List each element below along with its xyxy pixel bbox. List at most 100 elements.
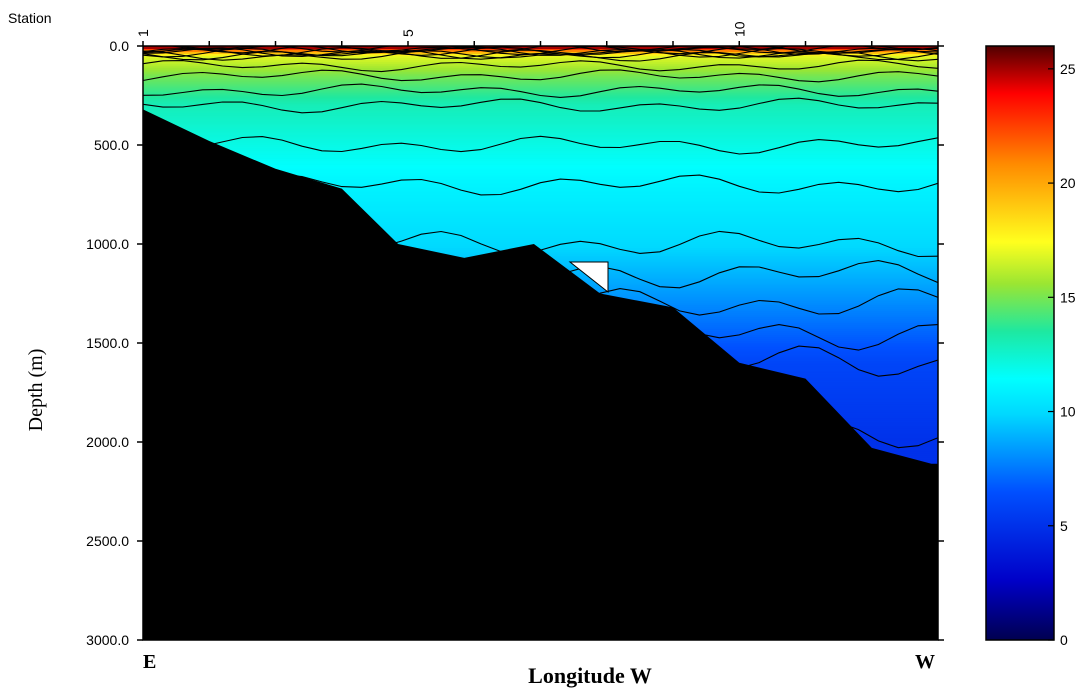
field-band bbox=[143, 83, 938, 87]
field-band bbox=[143, 192, 938, 196]
field-band bbox=[143, 93, 938, 97]
field-band bbox=[143, 65, 938, 69]
field-band bbox=[143, 220, 938, 223]
field-band bbox=[143, 184, 938, 188]
field-band bbox=[143, 224, 938, 227]
field-band bbox=[143, 131, 938, 134]
field-band bbox=[143, 236, 938, 239]
field-band bbox=[143, 168, 938, 172]
field-band bbox=[143, 218, 938, 221]
field-band bbox=[143, 103, 938, 106]
field-band bbox=[143, 174, 938, 178]
field-band bbox=[143, 47, 938, 51]
field-band bbox=[143, 123, 938, 126]
field-band bbox=[143, 222, 938, 225]
depth-axis: 0.0 500.0 1000.0 1500.0 2000.0 2500.0 3000.0 bbox=[86, 38, 944, 648]
field-band bbox=[143, 160, 938, 164]
field-band bbox=[143, 214, 938, 217]
field-band bbox=[143, 200, 938, 204]
colorbar-tick-label: 0 bbox=[1060, 632, 1068, 648]
field-band bbox=[143, 156, 938, 160]
field-band bbox=[143, 141, 938, 144]
field-band bbox=[143, 81, 938, 85]
depth-tick-label: 1500.0 bbox=[86, 335, 129, 351]
field-band bbox=[143, 73, 938, 77]
field-band bbox=[143, 186, 938, 190]
field-band bbox=[143, 146, 938, 150]
station-tick-label: 1 bbox=[135, 29, 151, 37]
field-band bbox=[143, 234, 938, 237]
field-band bbox=[143, 85, 938, 89]
field-band bbox=[143, 67, 938, 71]
field-band bbox=[143, 95, 938, 99]
field-band bbox=[143, 121, 938, 124]
colorbar-tick-label: 15 bbox=[1060, 289, 1076, 305]
field-band bbox=[143, 69, 938, 73]
field-band bbox=[143, 97, 938, 101]
field-band bbox=[143, 244, 938, 247]
field-band bbox=[143, 75, 938, 79]
field-band bbox=[143, 127, 938, 130]
field-band bbox=[143, 115, 938, 118]
field-band bbox=[143, 226, 938, 229]
field-band bbox=[143, 143, 938, 146]
field-band bbox=[143, 55, 938, 59]
field-band bbox=[143, 107, 938, 110]
depth-tick-label: 3000.0 bbox=[86, 632, 129, 648]
field-band bbox=[143, 190, 938, 194]
field-band bbox=[143, 245, 938, 249]
field-band bbox=[143, 182, 938, 186]
field-band bbox=[143, 212, 938, 215]
field-band bbox=[143, 105, 938, 108]
field-band bbox=[143, 158, 938, 162]
field-band bbox=[143, 77, 938, 81]
station-axis-label: Station bbox=[8, 10, 52, 26]
field-band bbox=[143, 216, 938, 219]
east-end-label: E bbox=[143, 651, 156, 673]
field-band bbox=[143, 202, 938, 205]
field-band bbox=[143, 111, 938, 114]
contour-line bbox=[143, 69, 938, 83]
field-band bbox=[143, 59, 938, 63]
field-band bbox=[143, 228, 938, 231]
field-band bbox=[143, 125, 938, 128]
depth-tick-label: 2500.0 bbox=[86, 533, 129, 549]
field-band bbox=[143, 129, 938, 132]
contour-line bbox=[143, 46, 938, 57]
field-band bbox=[143, 204, 938, 207]
field-band bbox=[143, 166, 938, 170]
seafloor-bathymetry bbox=[143, 109, 938, 640]
field-band bbox=[143, 208, 938, 211]
contour-line bbox=[143, 83, 938, 98]
field-band bbox=[143, 113, 938, 116]
field-band bbox=[143, 238, 938, 241]
field-band bbox=[143, 71, 938, 75]
field-band bbox=[143, 194, 938, 198]
depth-tick-label: 0.0 bbox=[110, 38, 130, 54]
field-band bbox=[143, 148, 938, 152]
colorbar bbox=[985, 45, 1055, 641]
data-gap-notch bbox=[568, 261, 609, 294]
field-band bbox=[143, 145, 938, 148]
contour-line bbox=[143, 59, 938, 73]
station-tick-label: 10 bbox=[731, 21, 747, 37]
contour-line bbox=[143, 47, 938, 59]
field-band bbox=[143, 198, 938, 202]
field-band bbox=[143, 180, 938, 184]
field-band bbox=[143, 117, 938, 120]
x-axis-label: Longitude W bbox=[528, 663, 652, 688]
field-band bbox=[143, 79, 938, 83]
field-band bbox=[143, 170, 938, 174]
colorbar-tick-label: 10 bbox=[1060, 404, 1076, 420]
field-band bbox=[143, 188, 938, 192]
contour-line bbox=[143, 46, 938, 56]
surface-strip bbox=[143, 46, 938, 49]
field-band bbox=[143, 89, 938, 93]
field-band bbox=[143, 154, 938, 158]
depth-tick-label: 500.0 bbox=[94, 137, 129, 153]
station-tick-label: 5 bbox=[400, 29, 416, 37]
station-ticks: 1 5 10 bbox=[135, 21, 939, 46]
field-band bbox=[143, 150, 938, 154]
colorbar-tick-label: 20 bbox=[1060, 175, 1076, 191]
